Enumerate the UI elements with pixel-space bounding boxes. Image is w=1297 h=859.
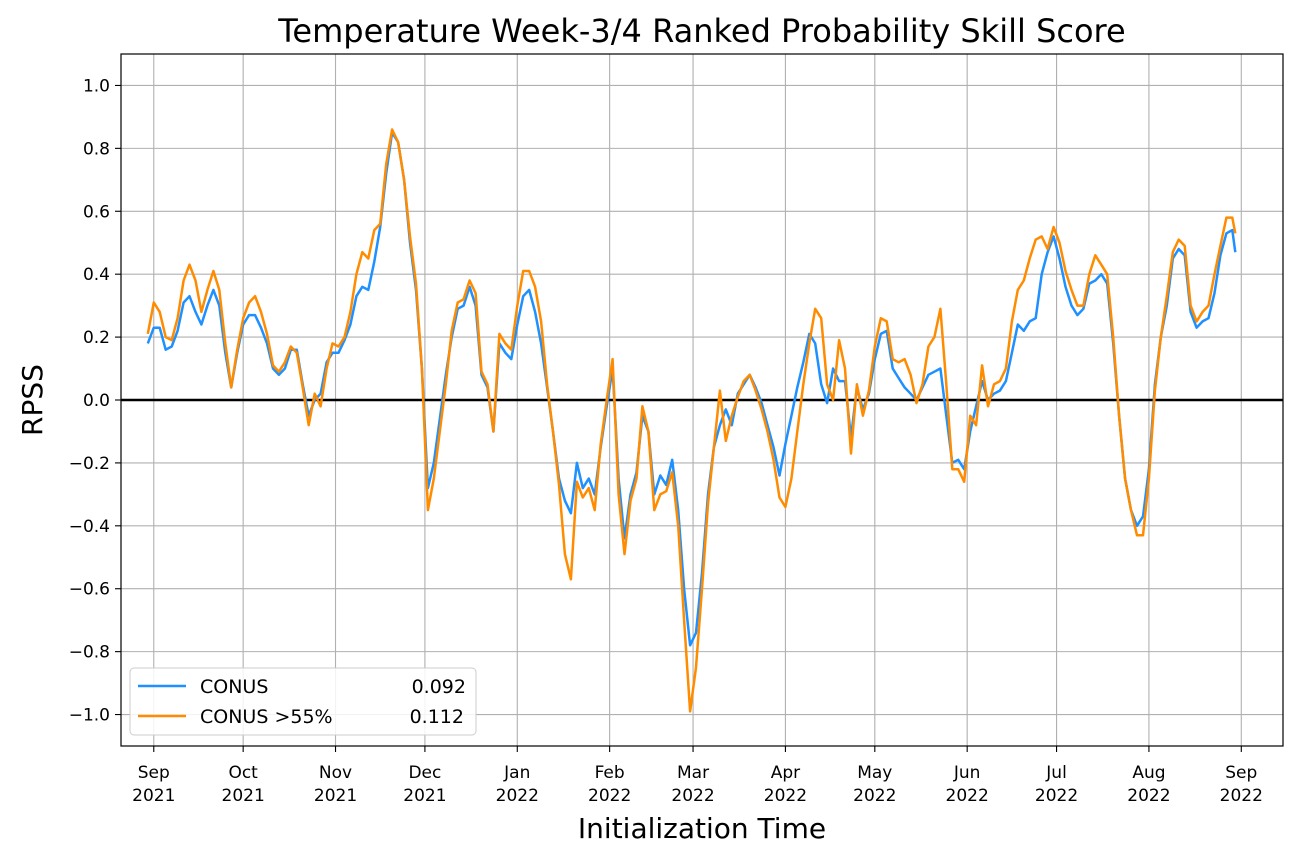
y-axis-ticks: −1.0 −0.8 −0.6 −0.4 −0.2 0.0 0.2 0.4 0.6 0.8 1.0 (69, 76, 121, 726)
x-axis-label: Initialization Time (578, 812, 826, 845)
x-tick-year: 2022 (588, 786, 631, 806)
y-tick-label: 0.6 (83, 202, 110, 222)
x-tick-month: Jan (503, 763, 530, 783)
y-tick-label: 0.2 (83, 328, 110, 348)
legend-box (129, 667, 477, 736)
x-axis-ticks: Sep 2021 Oct 2021 Nov 2021 Dec 2021 Jan 2022 Feb 20… (132, 746, 1263, 806)
y-tick-label: −1.0 (69, 706, 110, 726)
y-tick-label: −0.6 (69, 580, 110, 600)
x-tick-year: 2022 (671, 786, 714, 806)
x-tick-month: Feb (595, 763, 625, 783)
x-tick-year: 2021 (403, 786, 446, 806)
x-tick-year: 2022 (853, 786, 896, 806)
x-tick-month: Mar (677, 763, 709, 783)
x-tick-month: Sep (1225, 763, 1257, 783)
y-tick-label: 0.0 (83, 391, 110, 411)
series-layer (146, 128, 1237, 713)
x-tick-month: Jun (953, 763, 981, 783)
x-tick-year: 2021 (132, 786, 175, 806)
x-tick-month: Nov (319, 763, 352, 783)
y-tick-label: 0.8 (83, 139, 110, 159)
series-line-1 (146, 128, 1237, 713)
chart-title: Temperature Week-3/4 Ranked Probability … (277, 12, 1125, 50)
y-tick-label: −0.2 (69, 454, 110, 474)
y-axis-label: RPSS (16, 364, 49, 436)
x-tick-month: Aug (1132, 763, 1165, 783)
x-tick-year: 2021 (314, 786, 357, 806)
x-tick-month: Oct (228, 763, 258, 783)
legend-conus-55-label: CONUS >55% (200, 706, 333, 728)
x-tick-month: May (857, 763, 892, 783)
legend-conus-value: 0.092 (412, 676, 466, 698)
x-tick-year: 2022 (496, 786, 539, 806)
x-tick-month: Jul (1045, 763, 1067, 783)
x-tick-year: 2022 (946, 786, 989, 806)
x-tick-year: 2022 (1127, 786, 1170, 806)
x-tick-year: 2022 (764, 786, 807, 806)
x-tick-month: Dec (408, 763, 441, 783)
legend: CONUS 0.092 CONUS >55% 0.112 (129, 667, 477, 736)
y-tick-label: 0.4 (83, 265, 110, 285)
x-tick-month: Apr (771, 763, 800, 783)
x-tick-month: Sep (138, 763, 170, 783)
x-tick-year: 2022 (1035, 786, 1078, 806)
legend-conus-label: CONUS (200, 676, 268, 698)
y-tick-label: −0.8 (69, 643, 110, 663)
y-tick-label: 1.0 (83, 76, 110, 96)
x-tick-year: 2021 (222, 786, 265, 806)
y-tick-label: −0.4 (69, 517, 110, 537)
legend-conus-55-value: 0.112 (410, 706, 464, 728)
x-tick-year: 2022 (1220, 786, 1263, 806)
